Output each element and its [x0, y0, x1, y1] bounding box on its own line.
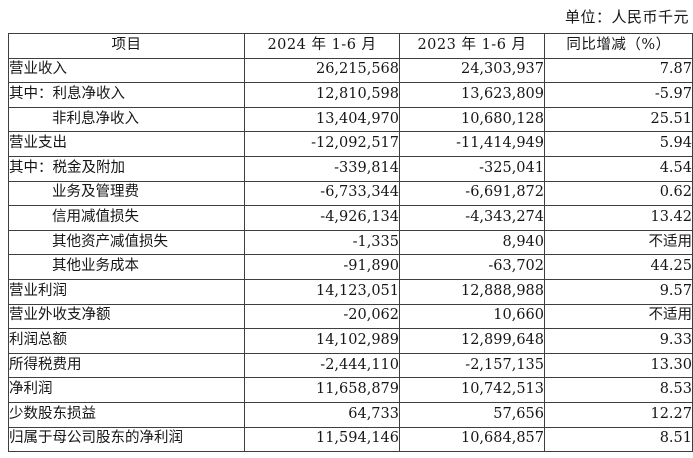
row-value-2024: 12,810,598 [244, 82, 400, 108]
unit-label: 单位：人民币千元 [564, 8, 689, 26]
row-value-2023: 10,742,513 [399, 377, 545, 403]
table-header-row: 项目 2024 年 1-6 月 2023 年 1-6 月 同比增减（%） [8, 33, 693, 59]
row-value-2024: 26,215,568 [244, 57, 400, 84]
row-item-label: 业务及管理费 [8, 180, 245, 207]
row-value-2023: 13,623,809 [399, 82, 545, 108]
row-value-2024: -4,926,134 [244, 205, 400, 231]
row-item-label: 少数股东损益 [8, 401, 245, 428]
row-value-2023: 12,888,988 [399, 278, 545, 305]
row-value-2024: -12,092,517 [244, 131, 400, 157]
row-item-label: 其中：税金及附加 [8, 155, 245, 182]
row-value-2023: 10,680,128 [399, 106, 545, 133]
row-item-label: 营业支出 [8, 131, 245, 157]
row-value-2023: -2,157,135 [399, 352, 545, 379]
row-value-yoy: 不适用 [544, 303, 693, 330]
table-row: 信用减值损失 -4,926,134 -4,343,274 13.42 [8, 205, 693, 231]
table-row: 营业利润 14,123,051 12,888,988 9.57 [8, 278, 693, 305]
row-value-2023: -4,343,274 [399, 205, 545, 231]
row-value-2024: -1,335 [244, 229, 400, 256]
row-item-label: 其中：利息净收入 [8, 82, 245, 108]
row-item-label: 信用减值损失 [8, 205, 245, 231]
table-row: 营业外收支净额 -20,062 10,660 不适用 [8, 303, 693, 330]
row-value-2023: -325,041 [399, 155, 545, 182]
row-item-label: 所得税费用 [8, 352, 245, 379]
table-body: 营业收入 26,215,568 24,303,937 7.87 其中：利息净收入… [8, 57, 693, 453]
table-row: 其中：利息净收入 12,810,598 13,623,809 -5.97 [8, 82, 693, 108]
row-item-label: 其他资产减值损失 [8, 229, 245, 256]
row-value-2023: 10,684,857 [399, 426, 545, 453]
row-value-2023: 10,660 [399, 303, 545, 330]
table-row: 归属于母公司股东的净利润 11,594,146 10,684,857 8.51 [8, 426, 693, 453]
row-item-label: 非利息净收入 [8, 106, 245, 133]
row-value-yoy: 7.87 [544, 57, 693, 84]
row-item-label: 营业外收支净额 [8, 303, 245, 330]
table-row: 营业收入 26,215,568 24,303,937 7.87 [8, 57, 693, 84]
header-item: 项目 [8, 33, 245, 59]
row-value-2024: 14,102,989 [244, 328, 400, 354]
table-row: 其他业务成本 -91,890 -63,702 44.25 [8, 254, 693, 280]
row-value-2024: 11,658,879 [244, 377, 400, 403]
table-row: 利润总额 14,102,989 12,899,648 9.33 [8, 328, 693, 354]
row-value-yoy: 12.27 [544, 401, 693, 428]
row-value-yoy: 13.30 [544, 352, 693, 379]
row-value-2023: -11,414,949 [399, 131, 545, 157]
row-item-label: 归属于母公司股东的净利润 [8, 426, 245, 453]
row-value-yoy: 不适用 [544, 229, 693, 256]
row-value-yoy: 44.25 [544, 254, 693, 280]
row-value-2023: 12,899,648 [399, 328, 545, 354]
row-value-yoy: 9.57 [544, 278, 693, 305]
table-row: 净利润 11,658,879 10,742,513 8.53 [8, 377, 693, 403]
row-value-2023: 24,303,937 [399, 57, 545, 84]
row-value-yoy: 8.53 [544, 377, 693, 403]
income-statement-table: 项目 2024 年 1-6 月 2023 年 1-6 月 同比增减（%） 营业收… [8, 33, 693, 453]
row-value-yoy: 0.62 [544, 180, 693, 207]
table-row: 业务及管理费 -6,733,344 -6,691,872 0.62 [8, 180, 693, 207]
row-value-2023: -6,691,872 [399, 180, 545, 207]
row-item-label: 利润总额 [8, 328, 245, 354]
row-value-yoy: -5.97 [544, 82, 693, 108]
row-value-2023: 57,656 [399, 401, 545, 428]
row-value-2023: 8,940 [399, 229, 545, 256]
row-value-2024: 11,594,146 [244, 426, 400, 453]
table-row: 营业支出 -12,092,517 -11,414,949 5.94 [8, 131, 693, 157]
row-value-2024: -339,814 [244, 155, 400, 182]
table-row: 非利息净收入 13,404,970 10,680,128 25.51 [8, 106, 693, 133]
table-row: 少数股东损益 64,733 57,656 12.27 [8, 401, 693, 428]
row-value-yoy: 13.42 [544, 205, 693, 231]
row-value-2024: -6,733,344 [244, 180, 400, 207]
row-value-2024: 13,404,970 [244, 106, 400, 133]
row-value-2024: -2,444,110 [244, 352, 400, 379]
row-item-label: 营业利润 [8, 278, 245, 305]
table-row: 所得税费用 -2,444,110 -2,157,135 13.30 [8, 352, 693, 379]
row-value-yoy: 9.33 [544, 328, 693, 354]
row-item-label: 净利润 [8, 377, 245, 403]
row-value-2024: 14,123,051 [244, 278, 400, 305]
row-item-label: 其他业务成本 [8, 254, 245, 280]
table-row: 其他资产减值损失 -1,335 8,940 不适用 [8, 229, 693, 256]
header-2023-h1: 2023 年 1-6 月 [399, 33, 545, 59]
header-2024-h1: 2024 年 1-6 月 [244, 33, 400, 59]
row-value-yoy: 4.54 [544, 155, 693, 182]
row-value-2023: -63,702 [399, 254, 545, 280]
header-yoy-change: 同比增减（%） [544, 33, 693, 59]
table-row: 其中：税金及附加 -339,814 -325,041 4.54 [8, 155, 693, 182]
row-value-2024: -20,062 [244, 303, 400, 330]
row-value-yoy: 25.51 [544, 106, 693, 133]
row-value-2024: -91,890 [244, 254, 400, 280]
row-item-label: 营业收入 [8, 57, 245, 84]
row-value-2024: 64,733 [244, 401, 400, 428]
row-value-yoy: 5.94 [544, 131, 693, 157]
row-value-yoy: 8.51 [544, 426, 693, 453]
